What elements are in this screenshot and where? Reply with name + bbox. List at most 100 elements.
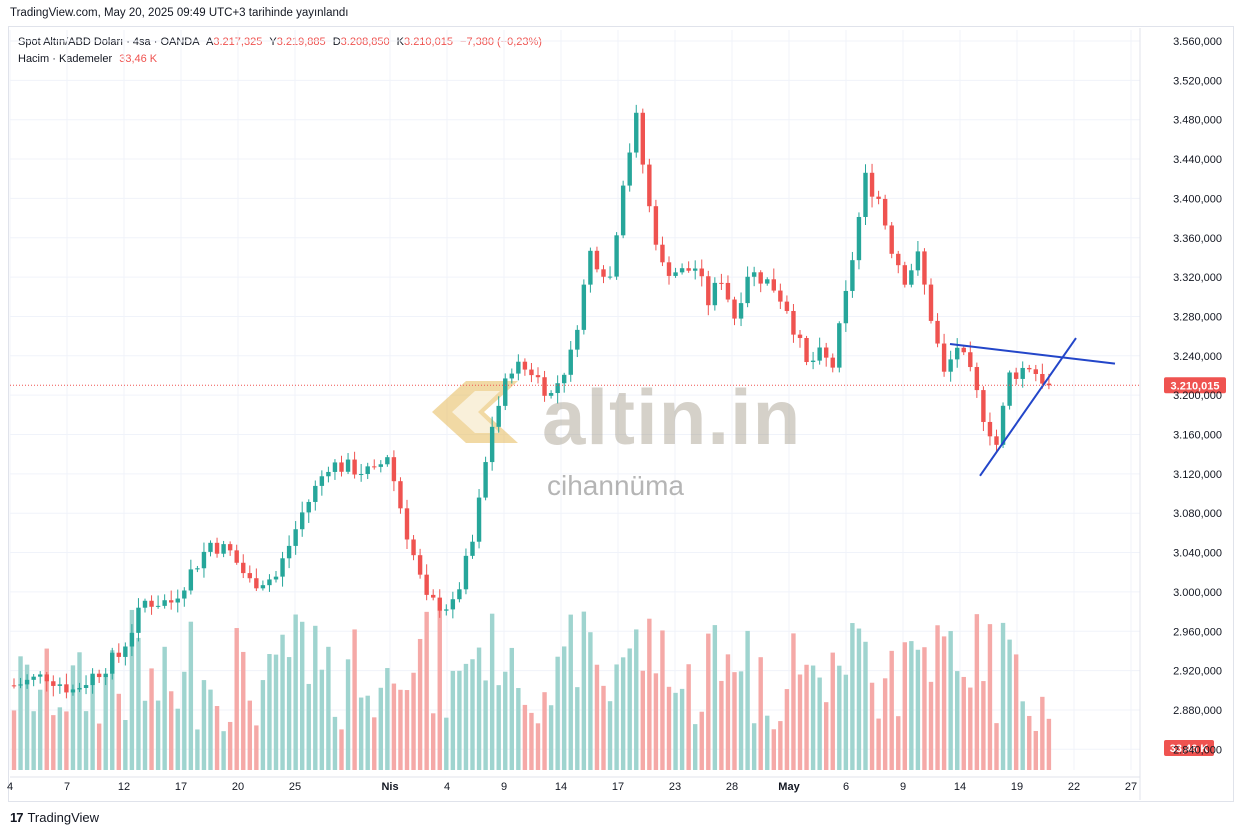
watermark-brand: altin.in	[542, 373, 802, 461]
volume-bar	[103, 676, 108, 770]
y-tick-label: 3.080,000	[1173, 508, 1222, 520]
footer: 17 TradingView	[10, 810, 99, 825]
volume-bar	[169, 691, 174, 770]
candle	[391, 450, 397, 492]
volume-bar	[516, 688, 521, 770]
candle	[1020, 361, 1025, 388]
candle	[38, 671, 43, 684]
candle	[424, 564, 429, 601]
candle	[765, 277, 770, 286]
last-volume-badge	[1164, 740, 1214, 756]
candle	[607, 266, 613, 280]
volume-bar	[817, 677, 822, 770]
volume-bar	[391, 683, 397, 770]
volume-bar	[51, 715, 56, 770]
volume-bar	[457, 670, 462, 770]
candle	[594, 246, 600, 273]
candle	[856, 212, 862, 270]
candle	[457, 582, 462, 603]
x-tick-label: 14	[954, 781, 966, 793]
candle	[503, 373, 508, 411]
volume-label[interactable]: Hacim · Kademeler	[18, 53, 113, 65]
volume-bar	[83, 711, 89, 770]
low-label: D	[332, 36, 341, 48]
volume-bar	[647, 618, 652, 770]
candle	[778, 283, 783, 309]
candle	[398, 477, 403, 514]
time-axis[interactable]: 4 7 12 17 20 25 Nis 4 9 14 17 23 28 May 6 9 14 19 22 27	[7, 776, 1140, 793]
candle	[470, 534, 475, 559]
volume-bar	[896, 716, 901, 770]
volume-bar	[909, 641, 914, 770]
volume-bar	[1000, 622, 1006, 770]
candle	[1040, 363, 1045, 389]
volume-bar	[719, 680, 724, 770]
volume-bar	[188, 621, 194, 770]
price-axis[interactable]: 3.560,000 3.520,000 3.480,000 3.440,000 3.40…	[1139, 28, 1222, 800]
candle	[791, 304, 796, 343]
volume-bar	[915, 649, 921, 770]
volume-bar	[660, 630, 665, 770]
x-tick-label: 27	[1125, 781, 1137, 793]
volume-bar	[175, 708, 180, 770]
volume-legend: Hacim · Kademeler 33,46 K	[18, 53, 157, 65]
chart-frame	[8, 26, 1234, 802]
volume-bar	[640, 670, 645, 770]
symbol-name[interactable]: Spot Altın/ABD Doları · 4sa · OANDA	[18, 36, 199, 48]
candle	[31, 674, 36, 687]
watermark-sub: cihannüma	[547, 470, 684, 501]
volume-bar	[372, 717, 377, 770]
x-tick-label: Nis	[381, 781, 398, 793]
candle	[90, 668, 95, 694]
volume-bar	[679, 688, 685, 770]
candle	[51, 675, 56, 697]
candle	[516, 354, 521, 381]
volume-bar	[241, 651, 246, 770]
volume-bar	[738, 671, 744, 770]
candle	[24, 674, 30, 689]
candle	[581, 279, 587, 335]
volume-bar	[90, 675, 95, 770]
volume-bar	[286, 657, 292, 770]
watermark-logo	[432, 381, 518, 443]
candle	[385, 454, 390, 467]
candle	[372, 459, 377, 470]
candle	[915, 240, 921, 276]
volume-bar	[496, 685, 501, 770]
candle	[935, 313, 940, 348]
volume-bar	[11, 710, 17, 770]
candle	[719, 273, 724, 290]
volume-bar	[470, 659, 475, 770]
volume-bar	[830, 652, 835, 770]
candle	[955, 338, 960, 368]
candle	[837, 321, 842, 373]
y-tick-label: 3.480,000	[1173, 115, 1222, 127]
candle	[267, 574, 272, 592]
candle	[450, 591, 456, 619]
footer-brand[interactable]: TradingView	[27, 810, 100, 825]
volume-bar	[758, 657, 763, 770]
candle	[660, 236, 665, 267]
candle	[142, 598, 148, 613]
candle	[850, 251, 855, 298]
candle	[640, 108, 645, 174]
candle	[234, 544, 239, 565]
volume-bar	[581, 611, 587, 770]
volume-bar	[18, 656, 23, 770]
candle	[417, 548, 423, 579]
candle	[352, 451, 357, 479]
volume-bar	[195, 729, 200, 770]
volume-bar	[444, 717, 449, 770]
volume-bar	[110, 650, 115, 770]
volume-bar	[529, 712, 534, 770]
candle	[987, 412, 993, 446]
y-tick-label: 2.920,000	[1173, 666, 1222, 678]
candle	[326, 466, 331, 483]
candle	[824, 342, 829, 367]
volume-bar	[791, 633, 796, 770]
candle	[208, 540, 213, 557]
candle	[666, 256, 672, 285]
volume-bar	[935, 625, 940, 770]
volume-bar	[404, 690, 410, 770]
